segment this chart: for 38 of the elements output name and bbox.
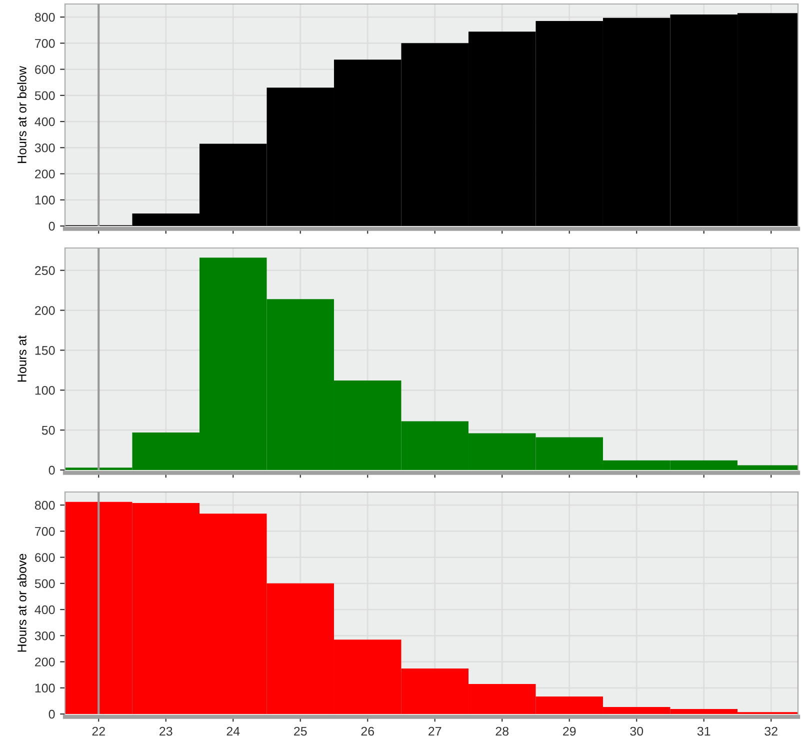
y-tick-label: 100 bbox=[35, 386, 55, 395]
y-tick-label: 300 bbox=[34, 631, 55, 640]
y-tick-label: 100 bbox=[35, 196, 55, 205]
y-axis-title: Hours at bbox=[18, 335, 26, 382]
x-tick-label: 32 bbox=[764, 726, 778, 736]
x-tick-label: 27 bbox=[428, 726, 442, 736]
y-tick-label: 700 bbox=[35, 526, 55, 536]
y-tick-label: 200 bbox=[35, 658, 55, 666]
y-tick-label: 600 bbox=[35, 65, 55, 74]
y-tick-label: 500 bbox=[34, 579, 55, 588]
y-tick-label: 500 bbox=[34, 91, 55, 100]
y-tick-label: 150 bbox=[35, 346, 55, 355]
x-tick-label: 31 bbox=[697, 726, 710, 736]
y-axis-title: Hours at or below bbox=[17, 66, 26, 163]
y-tick-label: 800 bbox=[34, 500, 55, 510]
y-tick-label: 400 bbox=[34, 605, 55, 614]
x-tick-label: 26 bbox=[361, 726, 374, 736]
y-tick-label: 0 bbox=[48, 222, 55, 231]
y-tick-label: 250 bbox=[35, 266, 55, 276]
x-tick-label: 29 bbox=[563, 726, 576, 736]
y-tick-label: 0 bbox=[48, 466, 55, 475]
x-tick-label: 25 bbox=[294, 726, 307, 736]
x-tick-label: 30 bbox=[630, 726, 644, 736]
x-tick-label: 28 bbox=[496, 726, 509, 736]
y-tick-label: 700 bbox=[35, 38, 55, 48]
x-tick-label: 22 bbox=[92, 726, 105, 736]
y-tick-label: 800 bbox=[34, 12, 55, 22]
x-tick-label: 23 bbox=[160, 726, 172, 736]
y-tick-label: 300 bbox=[34, 143, 55, 152]
y-tick-label: 200 bbox=[35, 170, 55, 178]
y-axis-title: Hours at or above bbox=[17, 554, 26, 652]
y-tick-label: 200 bbox=[35, 306, 55, 315]
y-tick-label: 0 bbox=[48, 710, 55, 719]
y-tick-label: 100 bbox=[35, 684, 55, 693]
y-tick-label: 50 bbox=[42, 426, 55, 435]
y-tick-label: 600 bbox=[35, 553, 55, 562]
x-tick-label: 24 bbox=[226, 726, 240, 736]
y-tick-label: 400 bbox=[34, 117, 55, 126]
